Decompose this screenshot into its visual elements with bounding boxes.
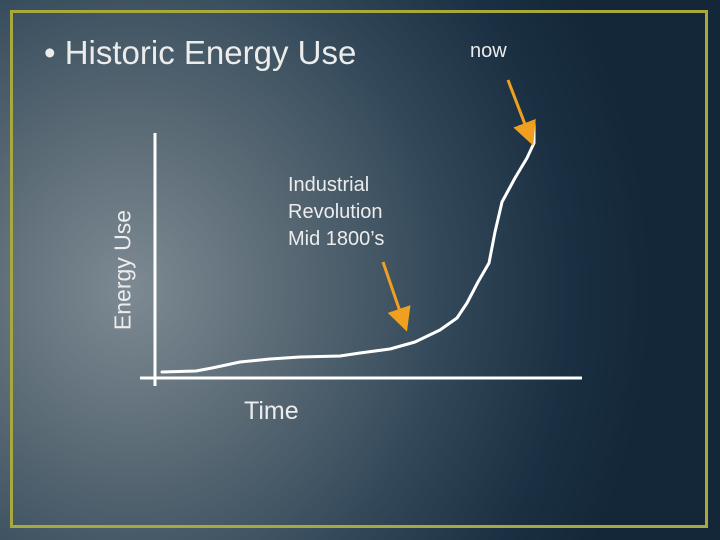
industrial-label-line: Revolution (288, 201, 383, 223)
industrial-revolution-label: Industrial Revolution Mid 1800’s (288, 172, 384, 253)
now-arrow (506, 79, 536, 146)
slide-title: • Historic Energy Use (44, 34, 357, 71)
industrial-label-line: Industrial (288, 174, 370, 196)
energy-curve (160, 122, 536, 374)
slide-border (10, 10, 708, 528)
industrial-label-line: Mid 1800’s (288, 228, 385, 250)
x-axis-label: Time (244, 397, 299, 425)
y-axis-label: Energy Use (109, 209, 136, 331)
now-label: now (470, 40, 507, 62)
industrial-revolution-arrow (381, 261, 411, 332)
